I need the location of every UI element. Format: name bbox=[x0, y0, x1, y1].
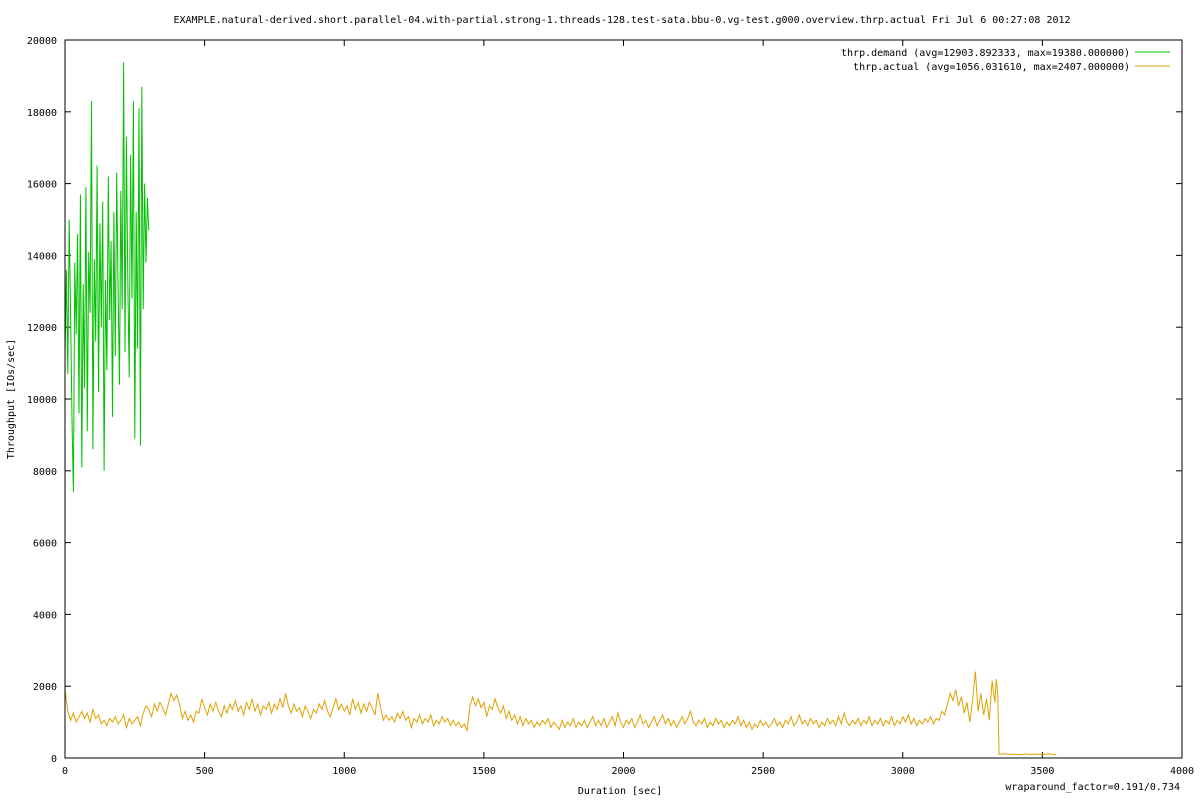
legend-label-thrp-demand: thrp.demand (avg=12903.892333, max=19380… bbox=[841, 48, 1130, 59]
x-tick-label: 3500 bbox=[1030, 766, 1054, 777]
y-tick-label: 10000 bbox=[27, 395, 57, 406]
x-tick-label: 4000 bbox=[1170, 766, 1194, 777]
x-tick-label: 3000 bbox=[891, 766, 915, 777]
y-tick-label: 16000 bbox=[27, 180, 57, 191]
series-line-thrp-actual bbox=[64, 671, 1057, 756]
chart-title: EXAMPLE.natural-derived.short.parallel-0… bbox=[173, 15, 1070, 26]
x-tick-label: 2000 bbox=[611, 766, 635, 777]
y-axis-ticks: 0 2000 4000 6000 8000 10000 12000 14000 16000 180… bbox=[27, 36, 1182, 765]
x-axis-label: Duration [sec] bbox=[578, 786, 662, 797]
y-tick-label: 14000 bbox=[27, 251, 57, 262]
y-tick-label: 20000 bbox=[27, 36, 57, 47]
series-line-thrp-demand bbox=[64, 62, 150, 493]
y-tick-label: 4000 bbox=[33, 610, 57, 621]
x-axis-ticks: 0 500 1000 1500 2000 2500 3000 3500 4000 bbox=[62, 40, 1194, 777]
x-tick-label: 1500 bbox=[472, 766, 496, 777]
wraparound-footnote: wraparound_factor=0.191/0.734 bbox=[1005, 782, 1180, 793]
y-tick-label: 12000 bbox=[27, 323, 57, 334]
y-axis-label: Throughput [IOs/sec] bbox=[6, 339, 17, 459]
y-tick-label: 8000 bbox=[33, 467, 57, 478]
legend-label-thrp-actual: thrp.actual (avg=1056.031610, max=2407.0… bbox=[853, 62, 1130, 73]
y-tick-label: 0 bbox=[51, 754, 57, 765]
y-tick-label: 18000 bbox=[27, 108, 57, 119]
x-tick-label: 0 bbox=[62, 766, 68, 777]
x-tick-label: 1000 bbox=[332, 766, 356, 777]
x-tick-label: 2500 bbox=[751, 766, 775, 777]
legend: thrp.demand (avg=12903.892333, max=19380… bbox=[841, 48, 1170, 73]
y-tick-label: 2000 bbox=[33, 682, 57, 693]
series-layer bbox=[64, 62, 1057, 756]
x-tick-label: 500 bbox=[196, 766, 214, 777]
y-tick-label: 6000 bbox=[33, 539, 57, 550]
plot-frame bbox=[64, 39, 1183, 759]
